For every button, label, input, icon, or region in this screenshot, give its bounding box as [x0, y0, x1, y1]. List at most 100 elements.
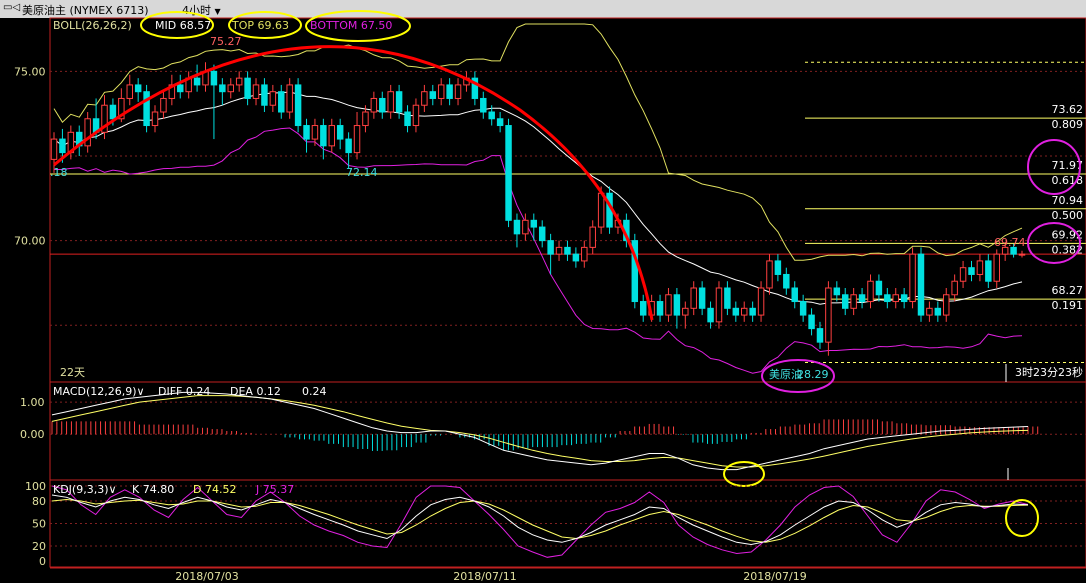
y-tick-label: 70.00	[14, 235, 46, 248]
candle-body	[547, 240, 554, 255]
candle-body	[631, 240, 639, 303]
boll-legend-bottom: BOTTOM 67.50	[310, 19, 392, 32]
kdj-y-tick: 0	[39, 555, 46, 568]
candle-body	[900, 294, 908, 303]
candle-body	[892, 294, 899, 303]
chart-type-icon[interactable]: ▭◁	[3, 2, 21, 13]
candle-body	[555, 246, 563, 255]
candle-body	[959, 267, 967, 282]
candle-body	[698, 287, 706, 309]
candle-body	[505, 125, 512, 221]
candle-body	[1001, 246, 1009, 255]
candle-body	[976, 260, 984, 275]
macd-y-tick: 1.00	[20, 396, 45, 409]
candle-body	[210, 70, 218, 86]
candle-body	[454, 84, 462, 99]
candle-body	[294, 84, 302, 127]
candle-body	[589, 226, 596, 248]
trend-arc	[53, 45, 654, 321]
boll-indicator-label: BOLL(26,26,2)	[53, 19, 132, 32]
macd-legend-value: 0.24	[302, 385, 327, 398]
fib-price-label: 71.97	[1052, 159, 1084, 172]
recent-high-label: 69.74	[994, 236, 1026, 249]
candle-body	[160, 97, 167, 113]
candle-body	[690, 287, 697, 309]
candle-body	[219, 84, 226, 93]
highlight-ellipse-legend-1	[228, 11, 302, 39]
boll-top-line	[53, 23, 1023, 261]
kdj-legend-k: K 74.80	[132, 483, 174, 496]
candle-body	[134, 84, 142, 93]
left-price-label: .18	[50, 166, 68, 179]
boll-legend-mid: MID 68.57	[155, 19, 211, 32]
candle-body	[244, 77, 251, 99]
low-point-value: 28.29	[797, 368, 829, 381]
candle-body	[412, 104, 420, 127]
candle-body	[345, 138, 352, 154]
candle-body	[404, 111, 411, 127]
title-bar: ▭◁ 美原油主 (NYMEX 6713) 4小时 ▼	[0, 0, 1086, 18]
highlight-ellipse-magenta-1	[1027, 222, 1081, 264]
candle-body	[269, 91, 277, 106]
candle-body	[724, 287, 731, 309]
fib-ratio-label: 0.500	[1052, 209, 1084, 222]
candle-body	[59, 138, 66, 154]
candle-body	[791, 287, 798, 303]
candle-body	[749, 307, 756, 316]
candle-body	[84, 118, 91, 147]
fib-ratio-label: 0.382	[1052, 243, 1084, 256]
candle-body	[917, 253, 925, 316]
candle-body	[766, 260, 773, 289]
candle-body	[429, 91, 437, 99]
low-point-label: 美原油	[769, 367, 802, 381]
kdj-y-tick: 50	[32, 518, 46, 531]
candle-body	[682, 307, 689, 316]
candle-body	[943, 294, 950, 316]
candle-body	[362, 111, 369, 127]
candle-body	[177, 84, 184, 93]
candle-body	[143, 91, 150, 127]
candle-body	[934, 307, 942, 316]
candle-body	[278, 91, 285, 113]
candle-body	[597, 192, 605, 228]
candle-body	[833, 287, 841, 296]
x-date-label: 2018/07/11	[453, 570, 516, 583]
period-selector[interactable]: 4小时 ▼	[182, 2, 221, 18]
candle-body	[252, 84, 260, 99]
kdj-legend-j: J 75.37	[255, 483, 294, 496]
candle-body	[126, 84, 133, 99]
candle-body	[572, 253, 580, 262]
candle-body	[336, 125, 344, 140]
candle-body	[858, 294, 866, 303]
macd-y-tick: 0.00	[20, 428, 45, 441]
candle-body	[151, 111, 159, 127]
kdj-y-tick: 100	[25, 480, 46, 493]
fib-price-label: 73.62	[1052, 103, 1084, 116]
candle-body	[867, 280, 874, 303]
highlight-ellipse-legend-2	[305, 10, 411, 42]
candle-body	[841, 294, 849, 309]
candle-body	[757, 287, 765, 316]
fib-ratio-label: 0.809	[1052, 118, 1084, 131]
candle-body	[235, 77, 243, 86]
candle-body	[395, 91, 403, 113]
candle-body	[379, 97, 386, 113]
candle-body	[101, 104, 108, 133]
candle-body	[522, 219, 529, 235]
candle-body	[50, 138, 58, 160]
candle-body	[993, 253, 1000, 282]
candle-body	[799, 301, 807, 316]
candle-body	[740, 307, 748, 316]
candle-body	[909, 253, 916, 303]
candle-body	[480, 97, 487, 113]
fib-price-label: 70.94	[1052, 194, 1084, 207]
countdown-label: 3时23分23秒	[1015, 365, 1083, 379]
candle-body	[564, 246, 571, 255]
candle-body	[437, 84, 445, 99]
days-label: 22天	[60, 366, 85, 379]
kdj-k-line	[51, 494, 1029, 546]
kdj-y-tick: 80	[32, 495, 46, 508]
kdj-y-tick: 20	[32, 540, 46, 553]
candle-body	[193, 77, 201, 86]
